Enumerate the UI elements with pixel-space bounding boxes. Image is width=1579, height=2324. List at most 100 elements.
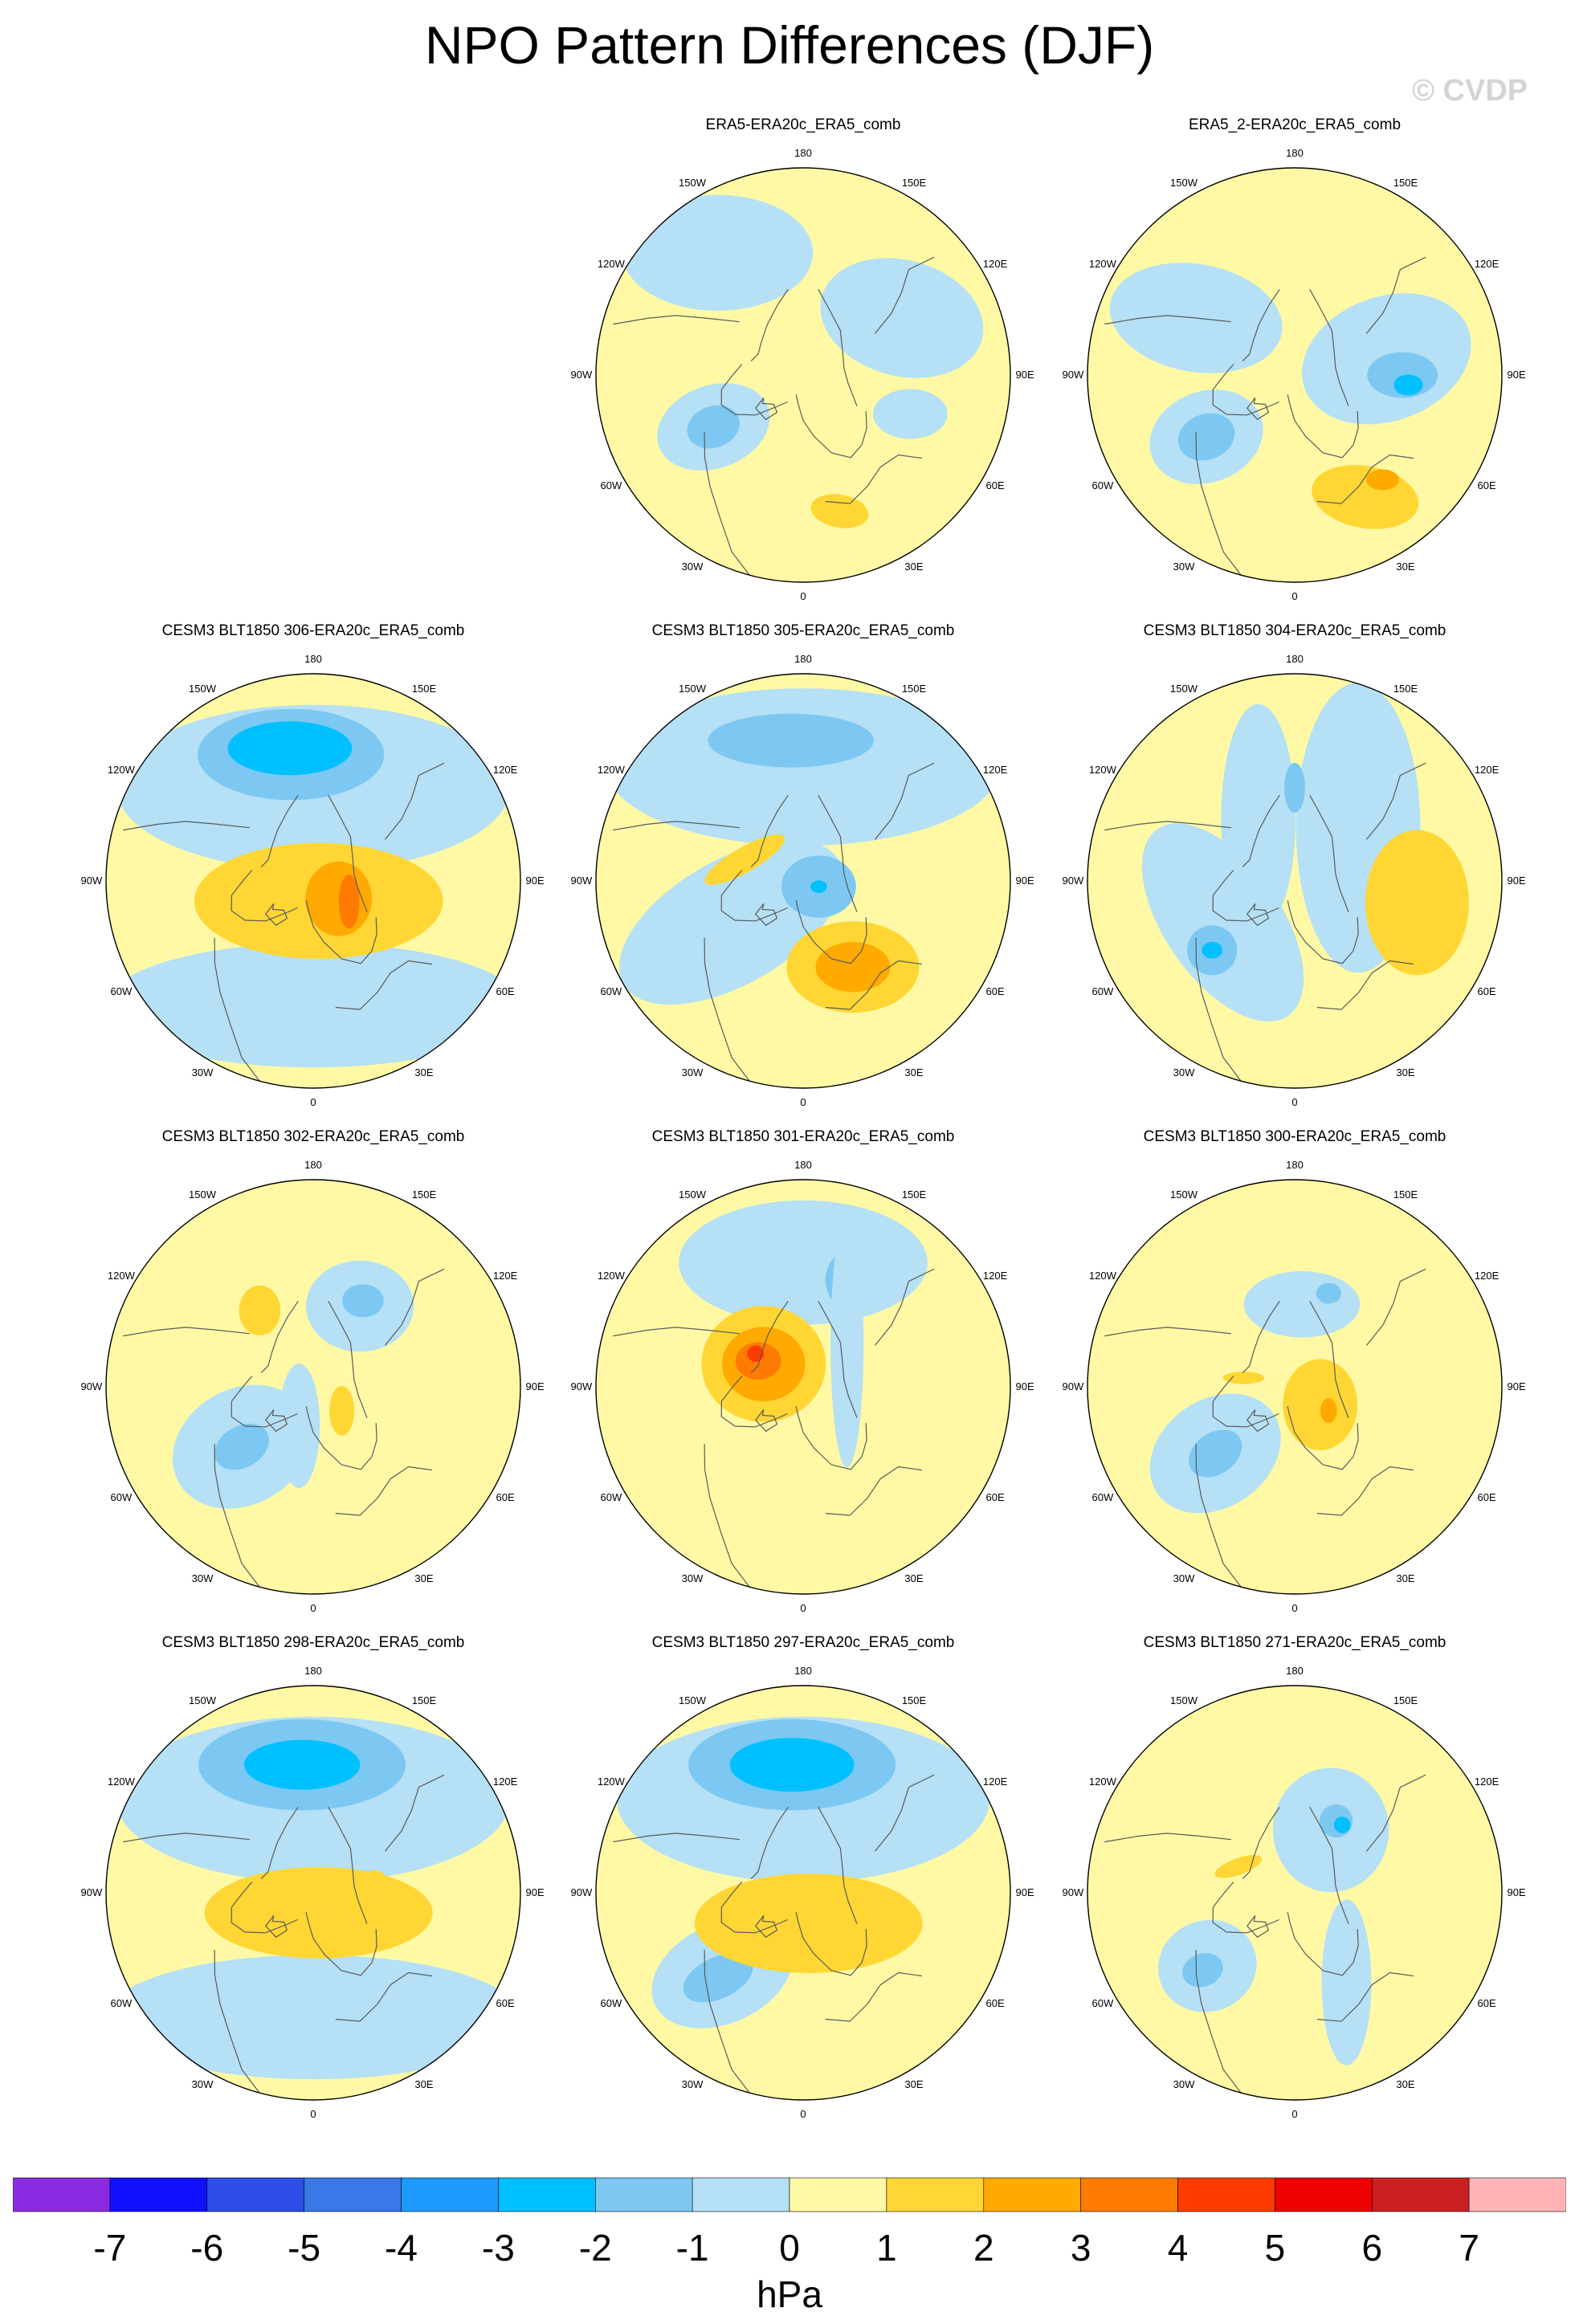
coastline [1365,762,1426,840]
colorbar-segment [401,2177,499,2212]
longitude-label: 120W [108,764,136,776]
negative-anomaly [1189,1429,1242,1478]
negative-anomaly [1333,1816,1351,1833]
longitude-label: 150E [412,683,437,695]
longitude-label: 180 [304,1665,322,1677]
map-border [105,673,521,1089]
map-border [595,1179,1011,1595]
coastline [795,394,867,459]
coastline [231,1882,298,1934]
positive-anomaly [1222,1372,1265,1384]
coastline [755,903,778,927]
coastline [1195,1443,1242,1588]
coastline [613,821,740,831]
coastline [1365,1268,1426,1346]
negative-anomaly [820,258,984,378]
coastline [704,1949,750,2094]
coastline [1242,794,1280,868]
colorbar-tick-label: 4 [1167,2227,1189,2269]
polar-map: 180 150E 120E 90E 60E 30E 0 30W 60W 90W 120W 150W [571,1665,1034,2120]
coastline [335,1466,432,1516]
colorbar-segment [1177,2177,1275,2212]
coastline [1104,1833,1231,1843]
longitude-label: 150W [189,683,217,695]
negative-anomaly [214,1423,269,1470]
longitude-label: 0 [800,2108,806,2120]
coastline [750,1300,789,1374]
longitude-label: 120W [598,258,626,270]
longitude-label: 60E [986,479,1005,491]
longitude-label: 90W [81,1886,103,1898]
polar-map: 180 150E 120E 90E 60E 30E 0 30W 60W 90W 120W 150W [1063,1159,1526,1614]
longitude-label: 150E [1393,1694,1418,1706]
coastline [1242,1300,1280,1374]
coastline [818,289,858,406]
longitude-label: 90E [1016,1886,1034,1898]
panel-title: CESM3 BLT1850 271-ERA20c_ERA5_comb [1143,1634,1446,1651]
longitude-label: 150W [1170,1694,1198,1706]
positive-anomaly [694,1873,923,1973]
coastline [755,1409,778,1433]
longitude-label: 30E [1396,1066,1414,1078]
coastline [750,1806,789,1880]
coastline [1195,1949,1242,2094]
coastline [305,1406,377,1470]
negative-anomaly [1243,1270,1361,1338]
coastline [1246,398,1270,421]
coastline [1104,1327,1231,1337]
coastline [1287,1912,1359,1976]
longitude-label: 150W [679,683,707,695]
colorbar-tick-label: -1 [675,2227,709,2269]
longitude-label: 30W [192,1066,214,1078]
colorbar-segment [594,2177,693,2212]
positive-anomaly [329,1385,355,1436]
colorbar-tick-label: 1 [876,2227,897,2269]
map-panel: CESM3 BLT1850 300-ERA20c_ERA5_comb 180 150… [1054,1128,1536,1614]
colorbar-segment [206,2177,305,2212]
longitude-label: 60W [601,1997,622,2009]
longitude-label: 90W [1063,875,1084,887]
polar-map: 180 150E 120E 90E 60E 30E 0 30W 60W 90W 120W 150W [1063,147,1526,602]
coastline [123,821,250,831]
coastline [231,870,298,922]
longitude-label: 90E [1508,875,1526,887]
map-border [105,1685,521,2101]
colorbar-tick-label: 3 [1070,2227,1091,2269]
colorbar-tick-label: 2 [973,2227,994,2269]
coastline [1212,1882,1279,1934]
longitude-label: 0 [1291,1602,1297,1614]
longitude-label: 120W [1089,1270,1117,1282]
longitude-label: 30W [682,1572,704,1584]
coastline [1309,795,1349,912]
longitude-label: 30E [414,2078,433,2090]
colorbar-tick-label: -4 [385,2227,418,2269]
coastline [704,431,750,576]
longitude-label: 90W [1063,369,1084,381]
coastline [1212,364,1279,416]
longitude-label: 30W [1173,1572,1195,1584]
longitude-label: 120W [108,1270,136,1282]
map-border [595,673,1011,1089]
longitude-label: 90E [1508,1886,1526,1898]
longitude-label: 90W [571,1886,593,1898]
polar-map: 180 150E 120E 90E 60E 30E 0 30W 60W 90W 120W 150W [571,1159,1034,1614]
colorbar-segment [1468,2177,1566,2212]
longitude-label: 120W [108,1776,136,1788]
colorbar-segment [498,2177,596,2212]
coastline [335,960,432,1010]
coastline [1104,315,1231,325]
longitude-label: 120E [983,1270,1008,1282]
longitude-label: 0 [1291,1096,1297,1108]
polar-map: 180 150E 120E 90E 60E 30E 0 30W 60W 90W 120W 150W [1063,1665,1526,2120]
polar-map: 180 150E 120E 90E 60E 30E 0 30W 60W 90W 120W 150W [571,147,1034,602]
coastline [1316,960,1414,1010]
longitude-label: 30W [682,1066,704,1078]
colorbar-segment [13,2177,111,2212]
coastline [214,1443,260,1588]
longitude-label: 30W [682,561,704,573]
longitude-label: 30W [1173,561,1195,573]
negative-anomaly [1177,413,1235,461]
coastline [265,1915,288,1939]
longitude-label: 120E [493,1270,518,1282]
panel-title: CESM3 BLT1850 304-ERA20c_ERA5_comb [1143,622,1446,639]
